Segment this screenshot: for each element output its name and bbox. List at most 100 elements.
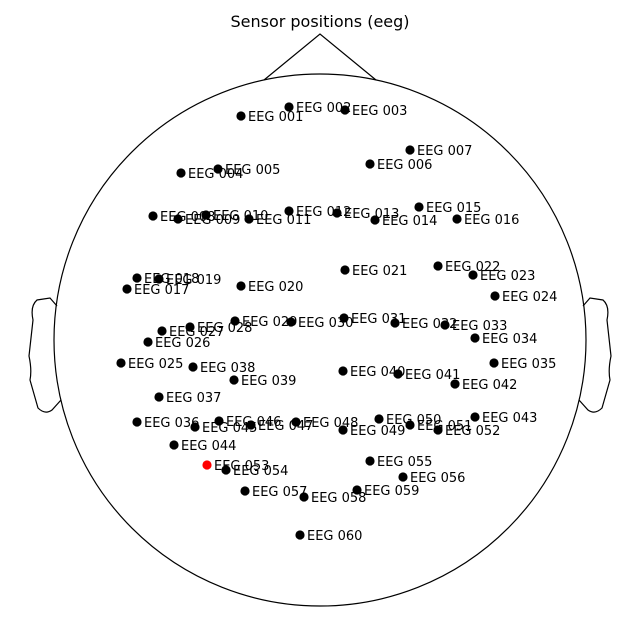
sensor-label: EEG 054 bbox=[233, 464, 288, 479]
sensor-point bbox=[286, 317, 296, 327]
sensor-point bbox=[154, 274, 164, 284]
sensor-label: EEG 041 bbox=[405, 368, 460, 383]
sensor-label: EEG 007 bbox=[417, 144, 472, 159]
sensor-label: EEG 017 bbox=[134, 283, 189, 298]
sensor-point bbox=[132, 417, 142, 427]
sensor-label: EEG 004 bbox=[188, 167, 243, 182]
chart-title: Sensor positions (eeg) bbox=[230, 12, 409, 31]
sensor-point bbox=[393, 369, 403, 379]
sensor-label: EEG 024 bbox=[502, 290, 557, 305]
sensor-point bbox=[214, 416, 224, 426]
sensor-point bbox=[489, 358, 499, 368]
sensor-point bbox=[433, 261, 443, 271]
sensor-point bbox=[157, 326, 167, 336]
sensor-label: EEG 059 bbox=[364, 484, 419, 499]
sensor-point bbox=[370, 215, 380, 225]
sensor-label: EEG 030 bbox=[298, 316, 353, 331]
sensor-point bbox=[202, 460, 212, 470]
sensor-point bbox=[405, 145, 415, 155]
sensor-label: EEG 003 bbox=[352, 104, 407, 119]
sensor-point bbox=[284, 206, 294, 216]
sensor-label: EEG 035 bbox=[501, 357, 556, 372]
sensor-point bbox=[450, 379, 460, 389]
sensor-point bbox=[244, 214, 254, 224]
sensor-point bbox=[213, 164, 223, 174]
sensor-point bbox=[390, 318, 400, 328]
right-ear-outline bbox=[578, 297, 612, 413]
nose-outline bbox=[263, 33, 377, 81]
sensor-label: EEG 049 bbox=[350, 424, 405, 439]
sensor-label: EEG 010 bbox=[213, 209, 268, 224]
sensor-label: EEG 005 bbox=[225, 163, 280, 178]
sensor-point bbox=[221, 465, 231, 475]
sensor-label: EEG 040 bbox=[350, 365, 405, 380]
sensor-point bbox=[240, 486, 250, 496]
sensor-point bbox=[143, 337, 153, 347]
sensor-point bbox=[122, 284, 132, 294]
sensor-label: EEG 019 bbox=[166, 273, 221, 288]
sensor-point bbox=[452, 214, 462, 224]
sensor-point bbox=[176, 168, 186, 178]
sensor-point bbox=[398, 472, 408, 482]
sensor-label: EEG 050 bbox=[386, 413, 441, 428]
sensor-point bbox=[246, 420, 256, 430]
sensor-label: EEG 025 bbox=[128, 357, 183, 372]
sensor-point bbox=[433, 425, 443, 435]
sensor-point bbox=[374, 414, 384, 424]
sensor-point bbox=[470, 412, 480, 422]
sensor-point bbox=[284, 102, 294, 112]
sensor-label: EEG 057 bbox=[252, 485, 307, 500]
sensor-label: EEG 026 bbox=[155, 336, 210, 351]
sensor-point bbox=[188, 362, 198, 372]
sensor-label: EEG 022 bbox=[445, 260, 500, 275]
sensor-point bbox=[169, 440, 179, 450]
sensor-label: EEG 058 bbox=[311, 491, 366, 506]
head-outline bbox=[53, 73, 587, 607]
sensor-point bbox=[490, 291, 500, 301]
sensor-label: EEG 013 bbox=[344, 207, 399, 222]
sensor-label: EEG 055 bbox=[377, 455, 432, 470]
sensor-label: EEG 009 bbox=[185, 213, 240, 228]
sensor-point bbox=[148, 211, 158, 221]
sensor-point bbox=[201, 210, 211, 220]
sensor-point bbox=[440, 320, 450, 330]
sensor-point bbox=[295, 530, 305, 540]
sensor-point bbox=[236, 111, 246, 121]
sensor-point bbox=[470, 333, 480, 343]
sensor-point bbox=[291, 417, 301, 427]
sensor-label: EEG 011 bbox=[256, 213, 311, 228]
sensor-point bbox=[405, 420, 415, 430]
sensor-point bbox=[116, 358, 126, 368]
sensor-label: EEG 044 bbox=[181, 439, 236, 454]
sensor-label: EEG 016 bbox=[464, 213, 519, 228]
sensor-point bbox=[340, 265, 350, 275]
sensor-point bbox=[352, 485, 362, 495]
sensor-point bbox=[338, 366, 348, 376]
sensor-label: EEG 006 bbox=[377, 158, 432, 173]
sensor-label: EEG 036 bbox=[144, 416, 199, 431]
sensor-label: EEG 052 bbox=[445, 424, 500, 439]
sensor-point bbox=[365, 456, 375, 466]
sensor-label: EEG 037 bbox=[166, 391, 221, 406]
sensor-point bbox=[338, 425, 348, 435]
sensor-label: EEG 020 bbox=[248, 280, 303, 295]
sensor-label: EEG 015 bbox=[426, 201, 481, 216]
sensor-point bbox=[339, 313, 349, 323]
sensor-label: EEG 056 bbox=[410, 471, 465, 486]
sensor-point bbox=[299, 492, 309, 502]
sensor-label: EEG 021 bbox=[352, 264, 407, 279]
sensor-label: EEG 038 bbox=[200, 361, 255, 376]
sensor-point bbox=[414, 202, 424, 212]
sensor-label: EEG 060 bbox=[307, 529, 362, 544]
sensor-point bbox=[229, 375, 239, 385]
sensor-label: EEG 033 bbox=[452, 319, 507, 334]
sensor-label: EEG 039 bbox=[241, 374, 296, 389]
sensor-label: EEG 045 bbox=[202, 421, 257, 436]
sensor-point bbox=[332, 208, 342, 218]
sensor-point bbox=[132, 273, 142, 283]
sensor-point bbox=[468, 270, 478, 280]
sensor-label: EEG 034 bbox=[482, 332, 537, 347]
sensor-label: EEG 001 bbox=[248, 110, 303, 125]
